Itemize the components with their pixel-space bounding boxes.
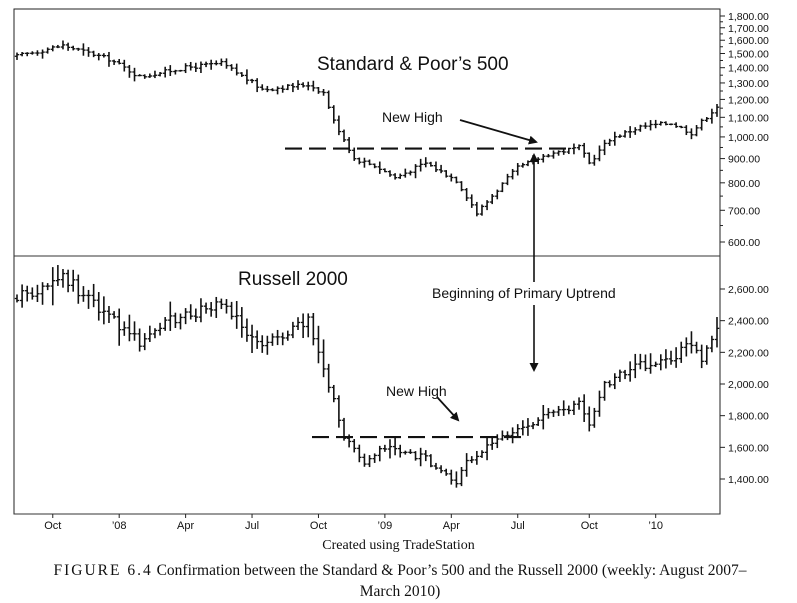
- x-tick-label: Oct: [310, 520, 327, 532]
- sp500-y-tick-label: 1,300.00: [728, 78, 769, 90]
- x-axis: Oct ’08 Apr Jul Oct ’09 Apr Jul Oct ’10: [44, 514, 663, 532]
- sp500-y-tick-label: 1,500.00: [728, 49, 769, 61]
- beginning-uptrend-label: Beginning of Primary Uptrend: [432, 285, 616, 301]
- chart: 1,800.001,700.001,600.001,500.001,400.00…: [13, 8, 769, 532]
- sp500-y-tick-label: 1,100.00: [728, 112, 769, 124]
- x-tick-label: Oct: [44, 520, 61, 532]
- russell2000-y-tick-label: 2,600.00: [728, 284, 769, 296]
- sp500-y-tick-label: 900.00: [728, 154, 760, 166]
- sp500-price-bars: [14, 40, 720, 217]
- sp500-y-tick-label: 700.00: [728, 205, 760, 217]
- figure-caption: FIGURE 6.4 Confirmation between the Stan…: [40, 560, 760, 602]
- sp500-y-tick-label: 1,600.00: [728, 35, 769, 47]
- x-tick-label: ’09: [378, 520, 393, 532]
- sp500-y-tick-label: 1,800.00: [728, 11, 769, 23]
- sp500-y-tick-label: 1,200.00: [728, 94, 769, 106]
- x-tick-label: Oct: [581, 520, 598, 532]
- x-tick-label: Apr: [177, 520, 194, 532]
- russell2000-y-tick-label: 1,400.00: [728, 474, 769, 486]
- figure-caption-text: Confirmation between the Standard & Poor…: [156, 562, 747, 600]
- russell2000-y-tick-label: 2,000.00: [728, 379, 769, 391]
- russell2000-y-tick-label: 2,200.00: [728, 347, 769, 359]
- x-tick-label: Jul: [245, 520, 259, 532]
- annotation-lines: [285, 119, 568, 439]
- sp500-y-tick-label: 600.00: [728, 237, 760, 249]
- russell2000-new-high-arrow: [436, 396, 460, 422]
- sp500-y-tick-label: 1,700.00: [728, 23, 769, 35]
- russell2000-y-tick-label: 1,800.00: [728, 411, 769, 423]
- russell2000-y-tick-label: 2,400.00: [728, 316, 769, 328]
- x-tick-label: Apr: [443, 520, 460, 532]
- credit-line: Created using TradeStation: [322, 538, 475, 553]
- sp500-y-tick-label: 1,400.00: [728, 63, 769, 75]
- x-tick-label: ’08: [112, 520, 127, 532]
- russell2000-price-bars: [14, 265, 720, 488]
- russell2000-new-high-label: New High: [386, 383, 447, 399]
- sp500-y-axis: 1,800.001,700.001,600.00 1,500.00 1,400.00…: [720, 11, 769, 249]
- x-tick-label: Jul: [511, 520, 525, 532]
- sp500-y-tick-label: 800.00: [728, 178, 760, 190]
- chart-frame: [13, 8, 721, 515]
- sp500-new-high-arrow: [459, 119, 538, 145]
- russell2000-y-axis: 2,600.00 2,400.00 2,200.00 2,000.00 1,800.00…: [720, 284, 769, 486]
- russell2000-title: Russell 2000: [238, 269, 348, 290]
- russell2000-y-tick-label: 1,600.00: [728, 442, 769, 454]
- sp500-y-tick-label: 1,000.00: [728, 132, 769, 144]
- x-tick-label: ’10: [648, 520, 663, 532]
- figure-label: FIGURE 6.4: [53, 562, 153, 579]
- sp500-new-high-label: New High: [382, 109, 443, 125]
- sp500-title: Standard & Poor’s 500: [317, 54, 509, 75]
